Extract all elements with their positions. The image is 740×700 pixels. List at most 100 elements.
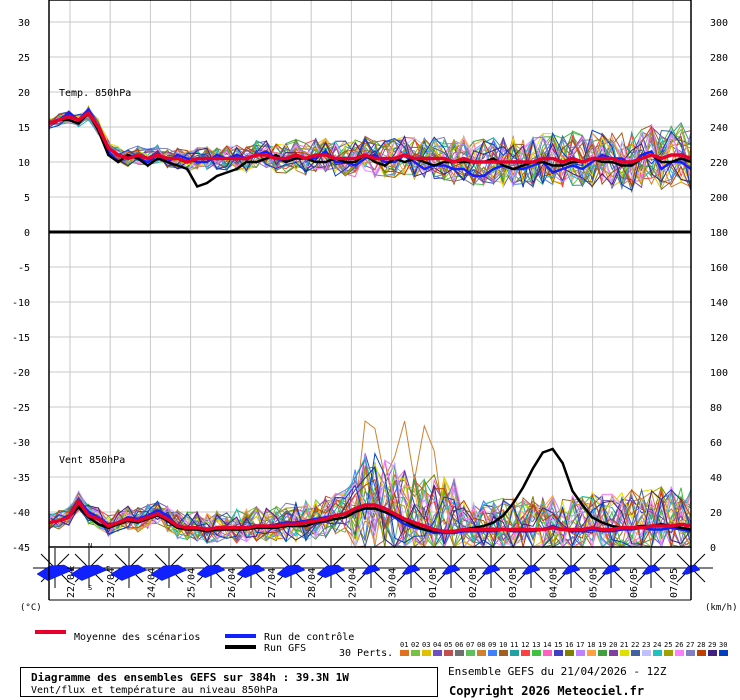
perts-legend-swatch <box>620 650 629 656</box>
perts-legend-swatch <box>697 650 706 656</box>
date-tick-label: 02/05 <box>468 568 479 598</box>
perts-legend-number: 13 <box>532 641 540 649</box>
date-tick-label: 27/04 <box>267 568 278 598</box>
footer-copyright: Copyright 2026 Meteociel.fr <box>449 684 645 698</box>
left-tick-label: -15 <box>12 333 30 344</box>
right-tick-label: 140 <box>710 298 728 309</box>
right-tick-label: 180 <box>710 228 728 239</box>
temp-panel-title: Temp. 850hPa <box>59 88 131 99</box>
perts-legend-number: 29 <box>708 641 716 649</box>
date-tick-label: 28/04 <box>307 568 318 598</box>
perts-legend-swatch <box>664 650 673 656</box>
perts-legend-swatch <box>444 650 453 656</box>
footer-box: Diagramme des ensembles GEFS sur 384h : … <box>20 667 438 697</box>
wind-rose <box>389 548 433 588</box>
perts-legend-number: 23 <box>642 641 650 649</box>
perts-legend-number: 09 <box>488 641 496 649</box>
perts-legend-number: 30 <box>719 641 727 649</box>
date-tick-label: 03/05 <box>508 568 519 598</box>
perts-legend-number: 24 <box>653 641 661 649</box>
compass-label: S <box>88 584 92 592</box>
wind-rose <box>629 548 673 588</box>
right-tick-label: 40 <box>710 473 722 484</box>
footer-subtitle: Vent/flux et température au niveau 850hP… <box>31 685 278 696</box>
temp-member-line <box>48 110 692 187</box>
right-tick-label: 120 <box>710 333 728 344</box>
date-tick-label: 06/05 <box>629 568 640 598</box>
perts-legend-number: 17 <box>576 641 584 649</box>
right-tick-label: 80 <box>710 403 722 414</box>
perturbation-legend: 01 02 03 04 05 06 07 08 09 10 11 12 13 14 15 16 17 18 19 20… <box>400 641 728 656</box>
wind-rose <box>349 548 393 588</box>
wind-rose <box>67 548 111 588</box>
perts-legend-swatch <box>631 650 640 656</box>
legend-mean-label: Moyenne des scénarios <box>74 631 200 643</box>
left-tick-label: -25 <box>12 403 30 414</box>
perts-legend-number: 15 <box>554 641 562 649</box>
left-tick-label: -10 <box>12 298 30 309</box>
left-tick-label: -5 <box>18 263 30 274</box>
right-tick-label: 200 <box>710 193 728 204</box>
wind-member-line <box>48 459 692 549</box>
legend-control-label: Run de contrôle <box>264 631 354 643</box>
left-tick-label: -30 <box>12 438 30 449</box>
left-tick-label: 5 <box>24 193 30 204</box>
wind-rose <box>189 548 233 588</box>
wind-rose <box>509 548 553 588</box>
wind-rose <box>429 548 473 588</box>
wind-member-line <box>48 479 692 549</box>
perts-legend-number: 04 <box>433 641 441 649</box>
perts-legend-number: 10 <box>499 641 507 649</box>
perts-legend-swatch <box>653 650 662 656</box>
wind-rose <box>229 548 273 588</box>
perts-legend-number: 25 <box>664 641 672 649</box>
perts-legend-number: 18 <box>587 641 595 649</box>
perts-legend-swatch <box>565 650 574 656</box>
left-tick-label: 10 <box>18 158 30 169</box>
date-tick-label: 24/04 <box>146 568 157 598</box>
left-tick-label: 30 <box>18 18 30 29</box>
wind-mean-line <box>48 498 692 534</box>
perts-legend-swatch <box>598 650 607 656</box>
compass-label: W <box>70 565 75 573</box>
date-tick-label: 26/04 <box>227 568 238 598</box>
wind-rose <box>269 548 313 588</box>
perts-legend-swatch <box>499 650 508 656</box>
perts-legend-number: 22 <box>631 641 639 649</box>
perts-legend-swatch <box>576 650 585 656</box>
wind-rose <box>589 548 633 588</box>
left-tick-label: -40 <box>12 508 30 519</box>
legend-perts-label: 30 Perts. <box>339 648 393 659</box>
left-tick-label: 25 <box>18 53 30 64</box>
perts-legend-swatch <box>510 650 519 656</box>
perts-legend-swatch <box>587 650 596 656</box>
right-tick-label: 220 <box>710 158 728 169</box>
perts-legend-swatch <box>642 650 651 656</box>
compass-label: E <box>106 565 110 573</box>
date-tick-label: 05/05 <box>589 568 600 598</box>
wind-roses-row: N S W E <box>33 542 713 592</box>
left-unit-label: (°C) <box>20 603 42 613</box>
footer-run-info: Ensemble GEFS du 21/04/2026 - 12Z <box>448 665 667 678</box>
date-tick-label: 25/04 <box>187 568 198 598</box>
right-tick-label: 280 <box>710 53 728 64</box>
date-tick-label: 22/04 <box>66 568 77 598</box>
footer-title: Diagramme des ensembles GEFS sur 384h : … <box>31 671 349 684</box>
temp-member-line <box>48 116 692 191</box>
wind-member-line <box>48 451 692 548</box>
perts-legend-number: 26 <box>675 641 683 649</box>
perts-legend-number: 08 <box>477 641 485 649</box>
right-tick-label: 240 <box>710 123 728 134</box>
date-tick-label: 29/04 <box>347 568 358 598</box>
perts-legend-swatch <box>400 650 409 656</box>
perts-legend-swatch <box>411 650 420 656</box>
perts-legend-number: 14 <box>543 641 551 649</box>
perts-legend-swatch <box>477 650 486 656</box>
perts-legend-number: 06 <box>455 641 463 649</box>
perts-legend-swatch <box>455 650 464 656</box>
perts-legend-swatch <box>466 650 475 656</box>
perts-legend-number: 03 <box>422 641 430 649</box>
date-tick-label: 01/05 <box>428 568 439 598</box>
perts-legend-swatch <box>433 650 442 656</box>
perts-legend-number: 07 <box>466 641 474 649</box>
